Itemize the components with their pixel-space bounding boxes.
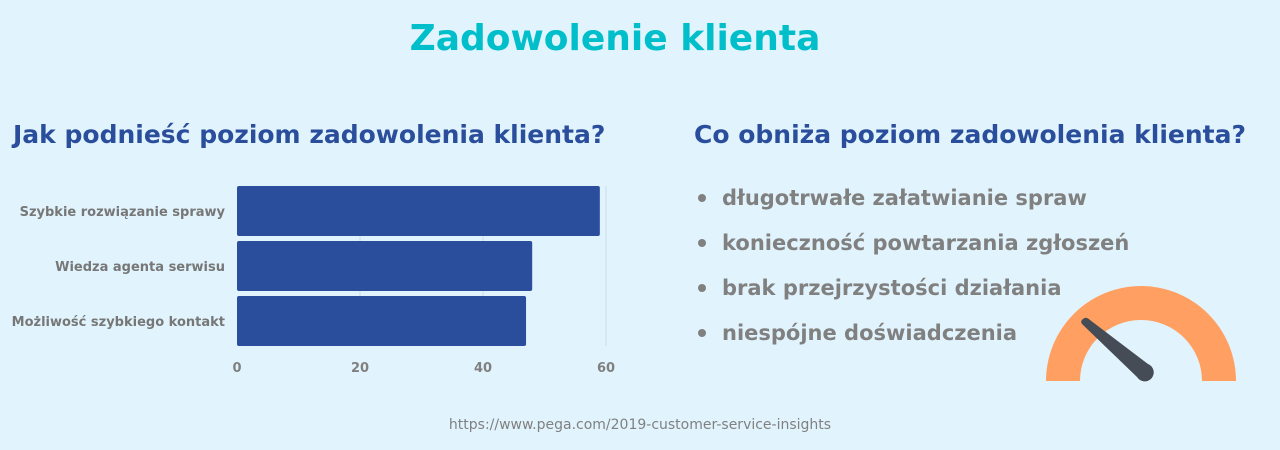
bullet-icon [698,329,706,337]
bullet-text: niespójne doświadczenia [722,321,1018,345]
bullet-text: brak przejrzystości działania [722,276,1062,300]
bullet-text: konieczność powtarzania zgłoszeń [722,231,1130,255]
bar [237,241,533,291]
gauge-needle [1081,317,1154,382]
bullet-item: konieczność powtarzania zgłoszeń [696,231,1129,276]
bar-chart: 0 20 40 60 Szybkie rozwiązanie sprawy Wiedza … [12,186,615,376]
x-tick-label: 40 [474,361,492,376]
right-heading: Co obniża poziom zadowolenia klienta? [694,120,1246,149]
bar [237,296,527,346]
bullet-icon [698,239,706,247]
bullet-text: długotrwałe załatwianie spraw [722,186,1087,210]
bullet-item: długotrwałe załatwianie spraw [696,186,1129,231]
x-tick-label: 20 [351,361,369,376]
bullet-icon [698,284,706,292]
bullet-icon [698,194,706,202]
x-tick-label: 0 [232,361,241,376]
page-title: Zadowolenie klienta [409,18,821,59]
bullet-list: długotrwałe załatwianie spraw koniecznoś… [696,186,1129,366]
source-link[interactable]: https://www.pega.com/2019-customer-servi… [448,417,832,433]
bar [237,186,600,236]
category-label: Możliwość szybkiego kontakt [12,315,225,330]
gauge-icon [1046,286,1236,382]
gauge-arc [1046,286,1236,381]
x-tick-label: 60 [597,361,615,376]
category-label: Szybkie rozwiązanie sprawy [20,205,226,220]
left-heading: Jak podnieść poziom zadowolenia klienta? [13,120,606,149]
bullet-item: brak przejrzystości działania [696,276,1129,321]
bullet-item: niespójne doświadczenia [696,321,1129,366]
category-label: Wiedza agenta serwisu [55,260,225,275]
